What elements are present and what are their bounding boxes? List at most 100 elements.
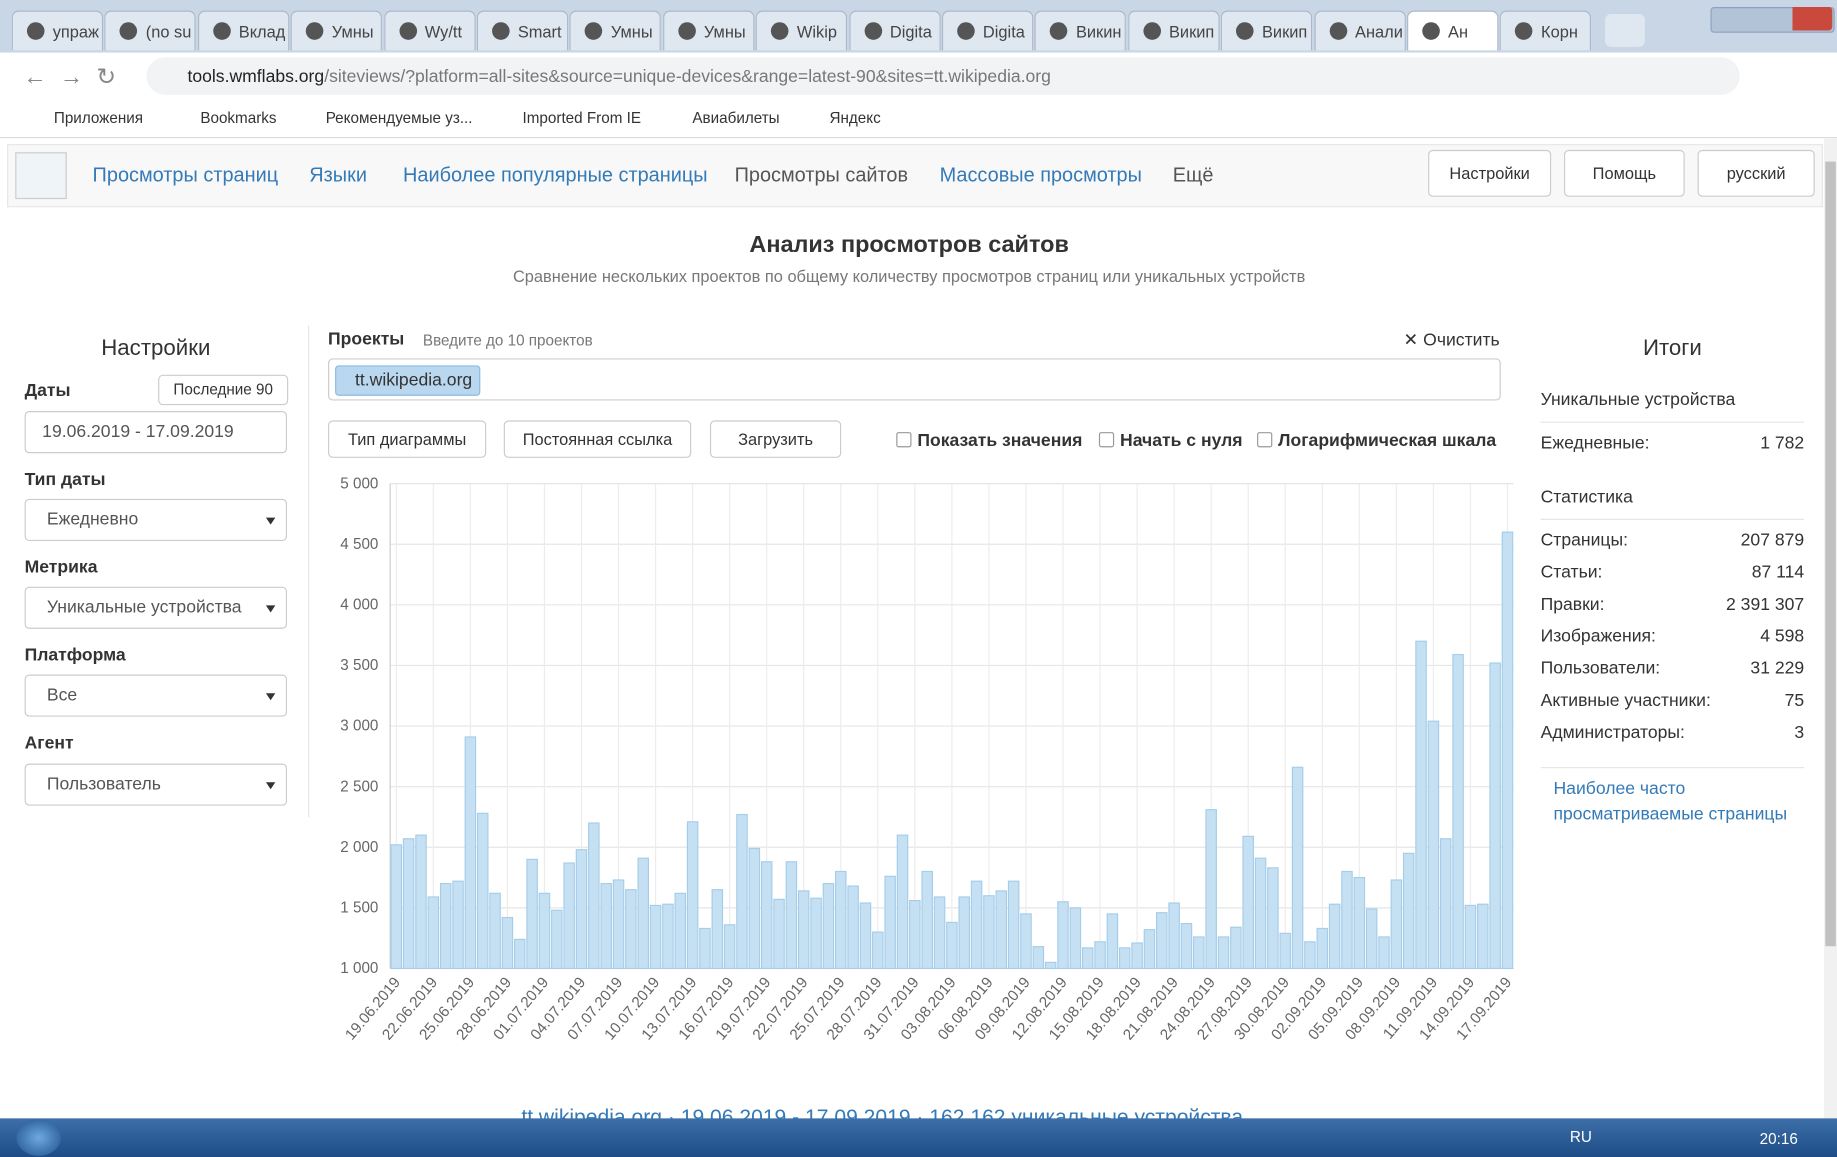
- bar: [774, 899, 784, 968]
- bar: [984, 896, 994, 969]
- bar: [1070, 908, 1080, 969]
- bar: [527, 859, 537, 968]
- bar: [762, 862, 772, 969]
- bar: [416, 835, 426, 968]
- bar: [1231, 927, 1241, 968]
- bar: [1058, 902, 1068, 969]
- scroll-thumb[interactable]: [1825, 162, 1836, 947]
- bar: [663, 904, 673, 968]
- daily-row: Ежедневные: 1 782: [1541, 433, 1805, 453]
- bar: [1206, 810, 1216, 969]
- bar: [749, 848, 759, 968]
- stat-row: Страницы:207 879: [1541, 530, 1805, 550]
- bar: [1379, 937, 1389, 969]
- bar: [1453, 655, 1463, 969]
- bar: [1268, 868, 1278, 969]
- bar: [1490, 663, 1500, 968]
- stat-row: Пользователи:31 229: [1541, 658, 1805, 678]
- browser-window: упраж(no suВкладУмныWy/ttSmartУмныУмныWi…: [0, 0, 1837, 1157]
- stat-row: Изображения: 4 598: [1541, 626, 1805, 646]
- y-tick-label: 2 500: [340, 778, 378, 795]
- bar: [1305, 942, 1315, 969]
- bar: [539, 893, 549, 968]
- bar: [848, 886, 858, 968]
- bar: [873, 932, 883, 968]
- bar: [947, 922, 957, 968]
- top-pages-link[interactable]: Наиболее часто просматриваемые страницы: [1553, 776, 1799, 828]
- daily-label: Ежедневные:: [1541, 433, 1650, 453]
- divider: [1541, 767, 1805, 768]
- bar: [638, 858, 648, 968]
- y-tick-label: 4 000: [340, 597, 378, 614]
- bar: [1157, 913, 1167, 969]
- y-tick-label: 3 000: [340, 718, 378, 735]
- bar: [1107, 914, 1117, 969]
- bar: [786, 862, 796, 969]
- bar: [1317, 928, 1327, 968]
- stat-label: Правки:: [1541, 594, 1605, 614]
- clock[interactable]: 20:16: [1760, 1130, 1798, 1148]
- bar: [1342, 871, 1352, 968]
- bar: [1120, 948, 1130, 969]
- bar: [1181, 924, 1191, 969]
- bar: [811, 898, 821, 968]
- bar: [675, 893, 685, 968]
- bar: [836, 871, 846, 968]
- bar: [885, 876, 895, 968]
- bar: [897, 835, 907, 968]
- bar: [453, 881, 463, 968]
- bar: [650, 905, 660, 968]
- bar: [552, 910, 562, 968]
- bar: [712, 890, 722, 969]
- y-tick-label: 2 000: [340, 839, 378, 856]
- y-tick-label: 1 500: [340, 900, 378, 917]
- bar: [1502, 532, 1512, 968]
- bar: [1280, 933, 1290, 968]
- bar: [934, 897, 944, 969]
- stat-value: 3: [1794, 722, 1804, 742]
- bar: [959, 897, 969, 969]
- bar: [589, 823, 599, 968]
- language[interactable]: RU: [1570, 1128, 1592, 1146]
- bar: [1391, 880, 1401, 968]
- stats-label: Статистика: [1541, 487, 1805, 520]
- bar: [1404, 853, 1414, 968]
- stat-label: Изображения:: [1541, 626, 1656, 646]
- taskbar: RU 20:16: [0, 1118, 1837, 1157]
- bar: [1478, 904, 1488, 968]
- y-tick-label: 1 000: [340, 960, 378, 977]
- start-button[interactable]: [16, 1120, 61, 1156]
- bar: [971, 881, 981, 968]
- daily-value: 1 782: [1760, 433, 1804, 453]
- bar: [626, 890, 636, 969]
- stat-label: Пользователи:: [1541, 658, 1661, 678]
- stat-row: Правки:2 391 307: [1541, 594, 1805, 614]
- bar: [1095, 942, 1105, 969]
- stat-row: Статьи:87 114: [1541, 562, 1805, 582]
- screen: упраж(no suВкладУмныWy/ttSmartУмныУмныWi…: [0, 0, 1837, 1157]
- bar: [576, 850, 586, 969]
- stat-value: 4 598: [1760, 626, 1804, 646]
- bar: [1416, 641, 1426, 968]
- y-tick-label: 4 500: [340, 536, 378, 553]
- bar: [823, 884, 833, 969]
- bar: [724, 925, 734, 969]
- unique-label: Уникальные устройства: [1541, 390, 1805, 423]
- bar: [1292, 767, 1302, 968]
- bar: [1194, 937, 1204, 969]
- bar: [1144, 930, 1154, 969]
- bar: [490, 893, 500, 968]
- stat-value: 207 879: [1741, 530, 1805, 550]
- bar: [1169, 903, 1179, 968]
- bar: [502, 918, 512, 969]
- bar: [1045, 962, 1055, 968]
- bar: [996, 891, 1006, 969]
- stat-row: Администраторы:3: [1541, 722, 1805, 742]
- bar: [1033, 947, 1043, 969]
- bar: [1354, 878, 1364, 969]
- bar: [1083, 948, 1093, 969]
- stat-label: Статьи:: [1541, 562, 1603, 582]
- scrollbar[interactable]: [1824, 138, 1837, 1118]
- bar: [737, 815, 747, 969]
- y-tick-label: 3 500: [340, 657, 378, 674]
